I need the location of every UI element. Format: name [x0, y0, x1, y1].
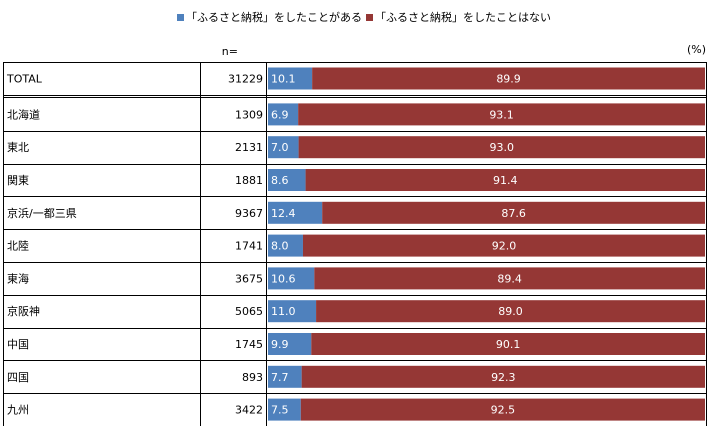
n-value: 3422	[235, 404, 263, 417]
bar-segment-1	[268, 365, 302, 388]
category-label: 東海	[7, 271, 29, 285]
legend: 「ふるさと納税」をしたことがある 「ふるさと納税」をしたことはない	[177, 10, 551, 24]
data-label: 93.0	[490, 141, 515, 154]
data-label: 10.1	[271, 73, 296, 86]
n-value: 31229	[228, 73, 263, 86]
bar-segment-1	[268, 67, 313, 90]
bar-segment-2	[301, 365, 705, 388]
row-labels: TOTAL 31229 北海道 1309 東北 2131 関東 1881 京浜/一都三県 9367…	[6, 73, 263, 417]
n-value: 893	[242, 371, 263, 384]
data-label: 7.7	[271, 371, 289, 384]
bars: 10.1 89.9 6.9 93.1 7.0 93.0 8.6 91.4 12.4 87.6 8.0…	[268, 67, 705, 421]
legend-swatch-2	[366, 14, 373, 21]
n-header-label: n=	[222, 45, 238, 58]
data-label: 6.9	[271, 108, 289, 121]
bar-segment-1	[268, 300, 317, 323]
bar-segment-1	[268, 333, 312, 355]
bar-segment-2	[305, 169, 705, 191]
bar-segment-2	[316, 300, 705, 323]
data-label: 92.0	[492, 240, 517, 253]
data-label: 89.0	[498, 305, 523, 318]
data-label: 10.6	[271, 272, 296, 285]
data-label: 92.3	[491, 371, 516, 384]
data-label: 89.9	[496, 73, 521, 86]
n-value: 1741	[235, 240, 263, 253]
n-value: 5065	[235, 305, 263, 318]
data-label: 8.0	[271, 240, 289, 253]
legend-label-1: 「ふるさと納税」をしたことがある	[186, 10, 362, 24]
bar-segment-2	[322, 201, 705, 224]
data-label: 90.1	[496, 338, 521, 351]
data-label: 12.4	[271, 207, 296, 220]
bar-segment-2	[314, 267, 705, 290]
bar-segment-2	[300, 398, 705, 421]
legend-label-2: 「ふるさと納税」をしたことはない	[375, 10, 551, 24]
n-value: 3675	[235, 272, 263, 285]
category-label: 北陸	[7, 240, 29, 253]
category-label: 北海道	[7, 107, 40, 121]
data-label: 91.4	[493, 174, 518, 187]
category-label: 京阪神	[7, 304, 40, 318]
bar-segment-1	[268, 136, 299, 159]
n-value: 1881	[235, 174, 263, 187]
data-label: 92.5	[491, 404, 516, 417]
bar-segment-1	[268, 169, 306, 191]
category-label: 四国	[7, 371, 29, 384]
category-label: 京浜/一都三県	[7, 206, 77, 220]
bar-segment-1	[268, 398, 301, 421]
data-label: 89.4	[497, 272, 522, 285]
category-label: 関東	[7, 174, 29, 187]
bar-segment-2	[298, 103, 705, 126]
data-label: 11.0	[271, 305, 296, 318]
bar-segment-1	[268, 103, 299, 126]
bar-segment-1	[268, 201, 323, 224]
category-label: 中国	[7, 338, 29, 351]
data-label: 9.9	[271, 338, 289, 351]
data-label: 7.5	[271, 404, 289, 417]
legend-swatch-1	[177, 14, 184, 21]
data-label: 87.6	[501, 207, 526, 220]
n-value: 1309	[235, 108, 263, 121]
data-label: 8.6	[271, 174, 289, 187]
bar-segment-2	[312, 67, 705, 90]
n-value: 2131	[235, 141, 263, 154]
bar-segment-1	[268, 234, 303, 257]
data-label: 7.0	[271, 141, 289, 154]
table-grid	[3, 62, 707, 426]
n-value: 9367	[235, 207, 263, 220]
unit-label: (%)	[687, 43, 706, 56]
bar-segment-2	[302, 234, 705, 257]
category-label: 東北	[7, 141, 29, 154]
n-value: 1745	[235, 338, 263, 351]
category-label: TOTAL	[6, 73, 43, 86]
data-label: 93.1	[489, 108, 514, 121]
table-border	[3, 62, 707, 426]
bar-segment-2	[298, 136, 705, 159]
bar-segment-1	[268, 267, 315, 290]
bar-segment-2	[311, 333, 705, 355]
category-label: 九州	[7, 404, 29, 417]
